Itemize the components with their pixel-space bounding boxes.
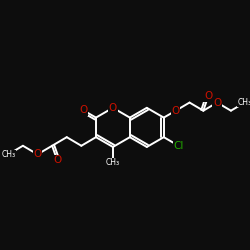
Text: CH₃: CH₃: [1, 150, 15, 159]
Text: O: O: [34, 149, 42, 159]
Text: O: O: [172, 106, 180, 116]
Text: Cl: Cl: [174, 141, 184, 151]
Text: CH₃: CH₃: [106, 158, 120, 167]
Text: O: O: [204, 91, 212, 101]
Text: O: O: [213, 98, 221, 108]
Text: CH₃: CH₃: [238, 98, 250, 107]
Text: O: O: [109, 103, 117, 113]
Text: O: O: [80, 106, 88, 116]
Text: O: O: [53, 156, 62, 166]
